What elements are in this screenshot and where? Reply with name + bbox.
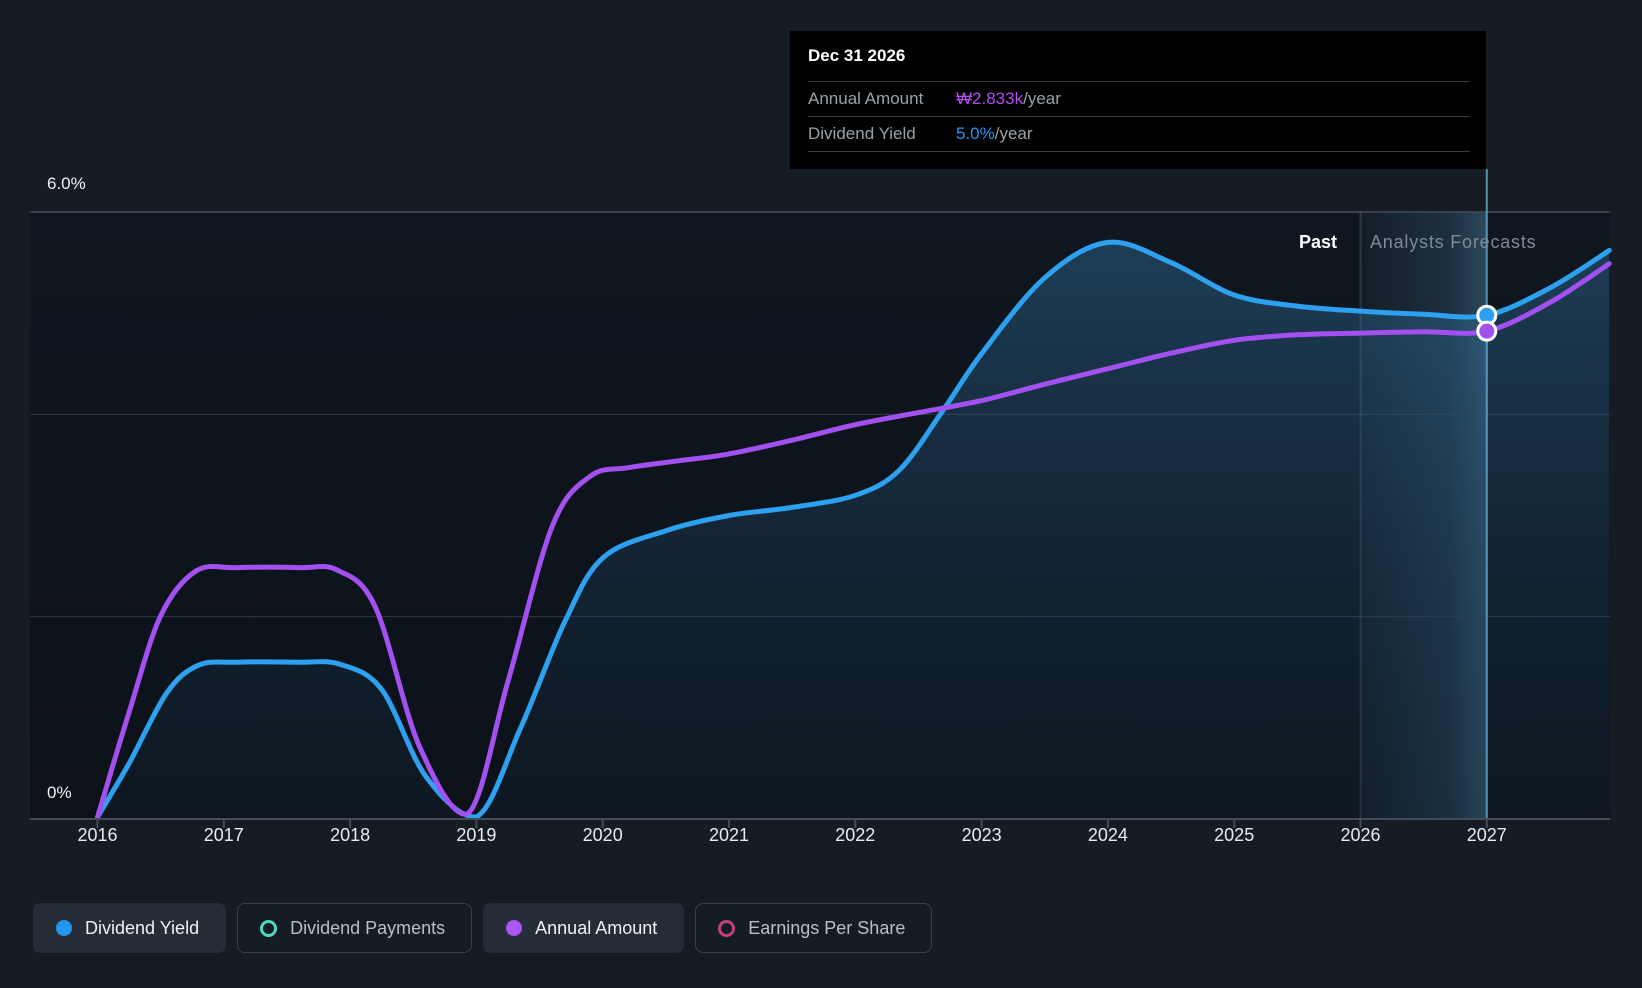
legend-label: Earnings Per Share: [748, 917, 906, 938]
chart-legend: Dividend Yield Dividend Payments Annual …: [33, 903, 933, 953]
forecast-region-label: Analysts Forecasts: [1370, 232, 1537, 252]
x-axis-label-2022: 2022: [835, 825, 876, 845]
legend-label: Dividend Payments: [290, 917, 446, 938]
x-axis-label-2027: 2027: [1466, 825, 1507, 845]
x-axis-label-2020: 2020: [582, 825, 623, 845]
annual-amount-dot-icon: [506, 920, 523, 936]
chart-tooltip: Dec 31 2026 Annual Amount ₩2.833k/year D…: [790, 31, 1486, 169]
dividend-payments-ring-icon: [260, 919, 278, 937]
legend-item-earnings-per-share[interactable]: Earnings Per Share: [695, 903, 933, 953]
legend-label: Dividend Yield: [85, 917, 200, 938]
x-axis-label-2018: 2018: [330, 825, 371, 845]
tooltip-value: 5.0%/year: [956, 124, 1033, 143]
annual-amount-line: [95, 261, 1612, 820]
tooltip-label: Annual Amount: [808, 89, 924, 108]
x-axis-label-2024: 2024: [1087, 825, 1128, 845]
legend-item-dividend-payments[interactable]: Dividend Payments: [237, 903, 473, 953]
x-axis-label-2017: 2017: [203, 825, 244, 845]
tooltip-row-annual-amount: Annual Amount ₩2.833k/year: [808, 82, 1470, 117]
earnings-per-share-ring-icon: [718, 919, 736, 937]
x-axis-label-2026: 2026: [1340, 825, 1381, 845]
dividend-yield-dot-icon: [56, 920, 72, 936]
tooltip-date: Dec 31 2026: [808, 31, 1470, 82]
dividend-yield-line: [95, 239, 1612, 820]
annual-amount-marker[interactable]: [1476, 320, 1498, 342]
x-axis-label-2016: 2016: [77, 825, 118, 845]
tooltip-row-dividend-yield: Dividend Yield 5.0%/year: [808, 117, 1470, 152]
dividend-yield-area: [97, 242, 1610, 820]
y-axis-top-label: 6.0%: [47, 174, 86, 193]
past-region-label: Past: [1298, 232, 1337, 252]
x-axis-label-2021: 2021: [708, 825, 750, 845]
tooltip-value: ₩2.833k/year: [956, 89, 1061, 108]
legend-item-dividend-yield[interactable]: Dividend Yield: [33, 903, 227, 953]
legend-label: Annual Amount: [535, 917, 658, 938]
legend-item-annual-amount[interactable]: Annual Amount: [483, 903, 685, 953]
x-axis-label-2025: 2025: [1214, 825, 1255, 845]
tooltip-label: Dividend Yield: [808, 124, 916, 143]
x-axis-label-2023: 2023: [961, 825, 1002, 845]
x-axis-label-2019: 2019: [456, 825, 497, 845]
y-axis-bottom-label: 0%: [47, 783, 72, 802]
